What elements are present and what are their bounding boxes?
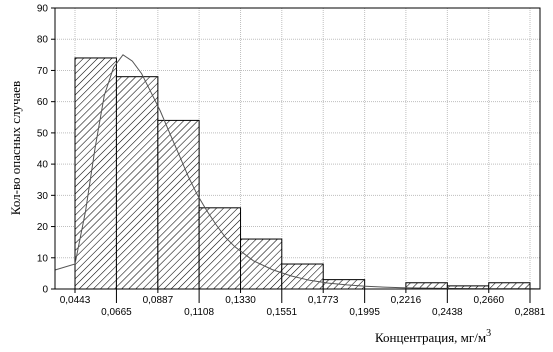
x-tick-label-2: 0,0887 [143, 295, 174, 306]
x-tick-label-7: 0,1995 [349, 307, 380, 318]
x-tick-label-5: 0,1551 [266, 307, 297, 318]
histogram-bar-5 [281, 263, 324, 290]
fitted-curve [54, 54, 541, 290]
histogram-bar-2 [157, 119, 200, 290]
histogram-bars [74, 57, 531, 290]
histogram-bar-3 [198, 207, 242, 290]
y-tick-label-9: 90 [37, 4, 49, 15]
x-axis-title-text: Концентрация, мг/м [375, 330, 486, 345]
y-tick-label-5: 50 [37, 128, 49, 139]
x-tick-label-11: 0,2881 [515, 307, 546, 318]
x-axis-title-superscript: 3 [486, 328, 491, 339]
x-tick-label-1: 0,0665 [101, 307, 132, 318]
x-tick-label-6: 0,1773 [308, 295, 339, 306]
histogram-bar-10 [488, 282, 531, 290]
histogram-bar-1 [115, 76, 159, 290]
x-tick-label-9: 0,2438 [432, 307, 463, 318]
plot-frame [54, 7, 541, 290]
y-axis-title: Кол-во опасных случаев [8, 81, 23, 215]
y-tick-label-2: 20 [37, 222, 49, 233]
y-tick-label-6: 60 [37, 97, 49, 108]
y-tick-label-4: 40 [37, 160, 49, 171]
x-tick-label-8: 0,2216 [391, 295, 422, 306]
x-tick-label-10: 0,2660 [473, 295, 504, 306]
y-tick-label-0: 0 [42, 285, 48, 296]
x-axis-ticks: 0,0443 0,0665 0,0887 0,1108 0,1330 0,1551 0,17… [60, 289, 546, 318]
x-axis-title: Концентрация, мг/м3 [375, 328, 491, 345]
x-tick-label-0: 0,0443 [60, 295, 91, 306]
x-tick-label-3: 0,1108 [184, 307, 214, 318]
x-tick-label-4: 0,1330 [225, 295, 256, 306]
y-tick-label-8: 80 [37, 35, 49, 46]
y-tick-label-3: 30 [37, 191, 49, 202]
y-tick-label-1: 10 [37, 253, 49, 264]
y-tick-label-7: 70 [37, 66, 49, 77]
y-axis-ticks: 0 10 20 30 40 50 60 70 80 90 [37, 4, 55, 296]
histogram-bar-0 [74, 57, 117, 290]
